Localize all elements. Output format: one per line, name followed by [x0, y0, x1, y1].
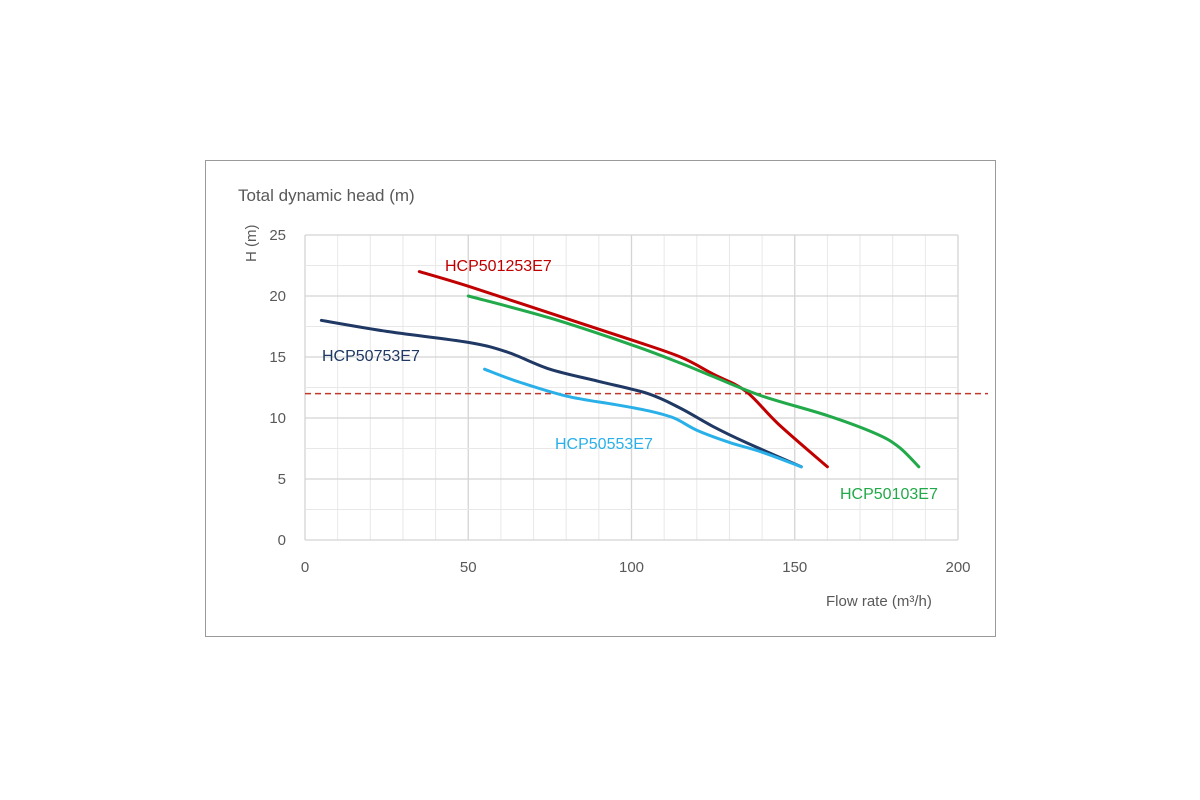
- y-tick-label: 15: [269, 349, 286, 366]
- chart-title: Total dynamic head (m): [238, 186, 415, 205]
- series-lines: [305, 270, 988, 469]
- x-axis-label: Flow rate (m³/h): [826, 593, 932, 610]
- x-tick-label: 100: [619, 559, 644, 576]
- series-label-hcp501253e7: HCP501253E7: [445, 258, 552, 275]
- x-tick-label: 0: [301, 559, 309, 576]
- tick-labels: 0 50 100 150 200 0 5 10 15 20 25: [269, 227, 970, 576]
- x-tick-label: 200: [945, 559, 970, 576]
- chart-frame: [205, 160, 996, 637]
- y-tick-label: 5: [278, 471, 286, 488]
- grid: [304, 234, 959, 541]
- y-tick-label: 0: [278, 532, 286, 549]
- series-label-hcp50753e7: HCP50753E7: [322, 348, 420, 365]
- x-tick-label: 50: [460, 559, 477, 576]
- series-line-hcp50553e7: [483, 367, 803, 469]
- x-tick-label: 150: [782, 559, 807, 576]
- series-label-hcp50103e7: HCP50103E7: [840, 486, 938, 503]
- y-tick-label: 20: [269, 288, 286, 305]
- y-tick-label: 25: [269, 227, 286, 244]
- y-tick-label: 10: [269, 410, 286, 427]
- series-line-hcp50753e7: [319, 318, 803, 469]
- series-line-hcp501253e7: [417, 270, 829, 469]
- series-line-hcp50103e7: [466, 294, 921, 469]
- y-axis-label: H (m): [243, 225, 260, 263]
- series-label-hcp50553e7: HCP50553E7: [555, 436, 653, 453]
